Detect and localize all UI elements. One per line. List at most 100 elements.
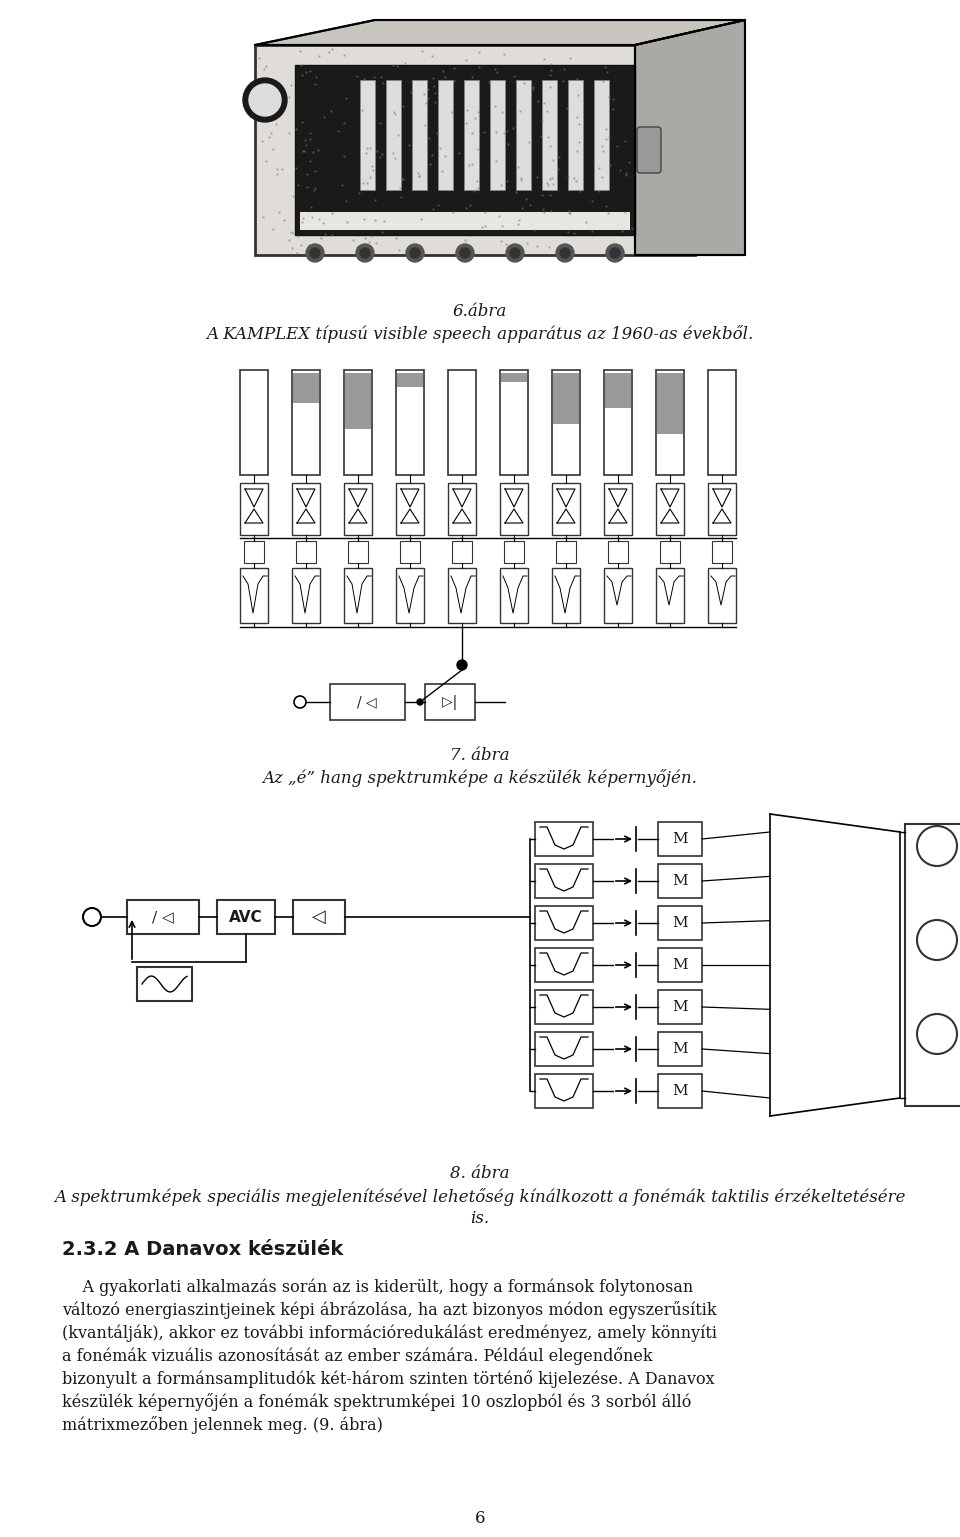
Bar bbox=[658, 905, 702, 941]
Bar bbox=[396, 370, 424, 475]
Bar bbox=[244, 541, 264, 563]
Text: bizonyult a formánsamplitudók két-három szinten történő kijelezése. A Danavox: bizonyult a formánsamplitudók két-három … bbox=[62, 1369, 714, 1388]
Text: AVC: AVC bbox=[229, 910, 263, 924]
Bar bbox=[127, 901, 199, 934]
Bar bbox=[660, 541, 680, 563]
Bar bbox=[568, 80, 583, 191]
Bar bbox=[657, 373, 683, 433]
Bar bbox=[656, 483, 684, 535]
Bar bbox=[553, 373, 579, 424]
Bar bbox=[708, 370, 736, 475]
Text: ◁: ◁ bbox=[312, 908, 326, 925]
Circle shape bbox=[457, 659, 467, 670]
Text: M: M bbox=[672, 1001, 687, 1014]
Bar bbox=[330, 684, 405, 719]
Bar bbox=[300, 212, 630, 231]
Bar bbox=[605, 373, 631, 407]
Bar bbox=[293, 373, 319, 403]
Text: készülék képernyőjén a fonémák spektrumképei 10 oszlopból és 3 sorból álló: készülék képernyőjén a fonémák spektrumk… bbox=[62, 1393, 691, 1411]
Bar bbox=[500, 483, 528, 535]
Polygon shape bbox=[635, 20, 745, 255]
Text: mátrixmezőben jelennek meg. (9. ábra): mátrixmezőben jelennek meg. (9. ábra) bbox=[62, 1416, 383, 1434]
Text: M: M bbox=[672, 1084, 687, 1097]
Circle shape bbox=[243, 78, 287, 121]
Bar bbox=[556, 541, 576, 563]
Text: A KAMPLEX típusú visible speech apparátus az 1960-as évekből.: A KAMPLEX típusú visible speech apparátu… bbox=[206, 324, 754, 343]
Bar bbox=[452, 541, 472, 563]
Text: A spektrumképek speciális megjelenítésével lehetőség kínálkozott a fonémák takti: A spektrumképek speciális megjelenítésév… bbox=[55, 1188, 905, 1207]
Circle shape bbox=[610, 247, 620, 258]
Text: is.: is. bbox=[470, 1210, 490, 1227]
FancyBboxPatch shape bbox=[637, 128, 661, 174]
Circle shape bbox=[310, 247, 320, 258]
Bar bbox=[658, 1031, 702, 1067]
Text: 6: 6 bbox=[475, 1509, 485, 1526]
Bar bbox=[535, 948, 593, 982]
Text: 7. ábra: 7. ábra bbox=[450, 747, 510, 764]
Text: a fonémák vizuális azonosítását az ember számára. Például elegendőnek: a fonémák vizuális azonosítását az ember… bbox=[62, 1346, 653, 1365]
Text: 6.ábra: 6.ábra bbox=[453, 303, 507, 320]
Bar bbox=[504, 541, 524, 563]
Text: Az „é” hang spektrumképe a készülék képernyőjén.: Az „é” hang spektrumképe a készülék képe… bbox=[263, 768, 697, 787]
Text: M: M bbox=[672, 1042, 687, 1056]
Bar bbox=[535, 864, 593, 898]
Bar bbox=[397, 373, 423, 387]
Bar bbox=[295, 65, 635, 235]
Bar bbox=[535, 990, 593, 1024]
Bar bbox=[217, 901, 275, 934]
Bar bbox=[255, 45, 695, 255]
Bar bbox=[344, 370, 372, 475]
Bar bbox=[240, 569, 268, 622]
Bar bbox=[360, 80, 375, 191]
Bar bbox=[400, 541, 420, 563]
Bar bbox=[345, 373, 371, 429]
Bar bbox=[604, 370, 632, 475]
Circle shape bbox=[417, 699, 423, 705]
Bar bbox=[490, 80, 505, 191]
Bar bbox=[708, 483, 736, 535]
Circle shape bbox=[249, 85, 281, 115]
Bar bbox=[292, 370, 320, 475]
Bar bbox=[604, 483, 632, 535]
Bar bbox=[608, 541, 628, 563]
Bar bbox=[500, 569, 528, 622]
Bar bbox=[658, 990, 702, 1024]
Bar bbox=[464, 80, 479, 191]
Bar bbox=[658, 948, 702, 982]
Circle shape bbox=[306, 244, 324, 261]
Circle shape bbox=[360, 247, 370, 258]
Circle shape bbox=[560, 247, 570, 258]
Text: M: M bbox=[672, 958, 687, 971]
Bar bbox=[552, 569, 580, 622]
Bar bbox=[656, 370, 684, 475]
Bar bbox=[344, 483, 372, 535]
Bar bbox=[658, 1074, 702, 1108]
Circle shape bbox=[510, 247, 520, 258]
Bar bbox=[535, 822, 593, 856]
Bar bbox=[448, 370, 476, 475]
Bar bbox=[535, 905, 593, 941]
Text: változó energiaszintjeinek képi ábrázolása, ha azt bizonyos módon egyszerűsítik: változó energiaszintjeinek képi ábrázolá… bbox=[62, 1300, 716, 1319]
Circle shape bbox=[356, 244, 374, 261]
Text: A gyakorlati alkalmazás során az is kiderült, hogy a formánsok folytonosan: A gyakorlati alkalmazás során az is kide… bbox=[62, 1277, 693, 1296]
Bar bbox=[396, 483, 424, 535]
Text: 2.3.2 A Danavox készülék: 2.3.2 A Danavox készülék bbox=[62, 1240, 344, 1259]
Bar bbox=[500, 370, 528, 475]
Bar bbox=[240, 483, 268, 535]
Circle shape bbox=[556, 244, 574, 261]
Bar bbox=[386, 80, 401, 191]
Text: (kvantálják), akkor ez további információredukálást eredményez, amely könnyíti: (kvantálják), akkor ez további informáci… bbox=[62, 1323, 717, 1342]
Bar bbox=[348, 541, 368, 563]
Bar bbox=[292, 483, 320, 535]
Bar bbox=[535, 1031, 593, 1067]
Bar bbox=[656, 569, 684, 622]
Bar bbox=[905, 824, 960, 1107]
Circle shape bbox=[460, 247, 470, 258]
Bar bbox=[425, 684, 475, 719]
Text: M: M bbox=[672, 832, 687, 845]
Circle shape bbox=[410, 247, 420, 258]
Bar bbox=[293, 901, 345, 934]
Bar bbox=[292, 569, 320, 622]
Text: / ◁: / ◁ bbox=[152, 910, 174, 924]
Bar bbox=[712, 541, 732, 563]
